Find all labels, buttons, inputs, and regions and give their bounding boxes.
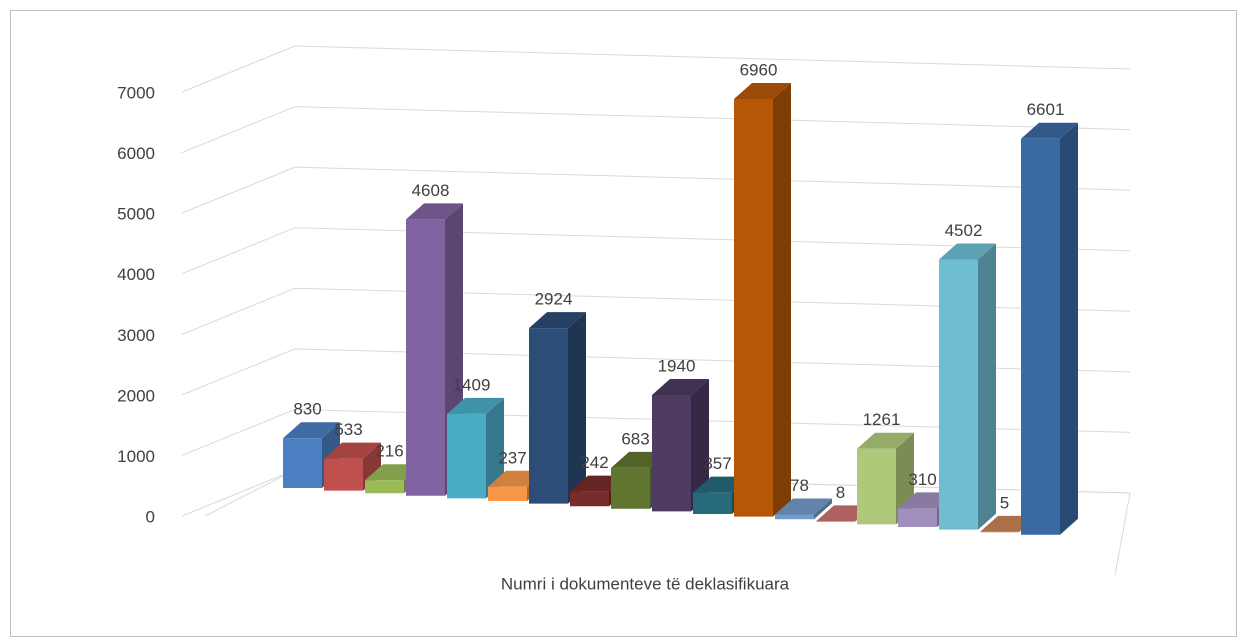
bar-front (529, 328, 568, 503)
data-label: 242 (580, 453, 608, 472)
data-label: 78 (790, 476, 809, 495)
bar-front (283, 438, 322, 488)
y-tick-label: 4000 (117, 265, 155, 284)
y-tick-label: 0 (146, 507, 155, 526)
data-label: 830 (293, 400, 321, 419)
bar-front (570, 492, 609, 507)
bar-front (365, 480, 404, 493)
y-tick-label: 5000 (117, 205, 155, 224)
bar-front (652, 395, 691, 511)
data-label: 1940 (658, 356, 696, 375)
data-label: 216 (375, 442, 403, 461)
bar-front (324, 459, 363, 491)
bar-front (488, 487, 527, 501)
bar-front (611, 468, 650, 509)
y-tick-label: 3000 (117, 326, 155, 345)
data-label: 1409 (453, 375, 491, 394)
bar (529, 312, 586, 503)
y-tick-label: 2000 (117, 386, 155, 405)
y-tick-label: 6000 (117, 144, 155, 163)
bar-front (939, 259, 978, 529)
bar-front (406, 219, 445, 495)
bar-side (1060, 123, 1078, 535)
bar-front (898, 508, 937, 527)
data-label: 310 (908, 470, 936, 489)
bar-side (978, 243, 996, 529)
bar-front (857, 449, 896, 525)
bar-front (1021, 139, 1060, 535)
data-label: 8 (836, 483, 845, 502)
bar (734, 83, 791, 517)
bar-side (773, 83, 791, 517)
y-tick-label: 7000 (117, 83, 155, 102)
bar-front (734, 99, 773, 517)
data-label: 5 (1000, 493, 1009, 512)
bar-front (775, 515, 814, 520)
bar-front (447, 414, 486, 499)
bar (1021, 123, 1078, 535)
bar-side (568, 312, 586, 503)
data-label: 4608 (412, 181, 450, 200)
data-label: 357 (703, 454, 731, 473)
data-label: 683 (621, 429, 649, 448)
data-label: 1261 (863, 410, 901, 429)
data-label: 6960 (740, 60, 778, 79)
bar (939, 243, 996, 529)
data-label: 533 (334, 420, 362, 439)
y-tick-label: 1000 (117, 447, 155, 466)
data-label: 4502 (945, 221, 983, 240)
data-label: 6601 (1027, 100, 1065, 119)
x-axis-label: Numri i dokumenteve të deklasifikuara (501, 574, 790, 593)
data-label: 237 (498, 448, 526, 467)
data-label: 2924 (535, 290, 573, 309)
bar-front (693, 493, 732, 514)
